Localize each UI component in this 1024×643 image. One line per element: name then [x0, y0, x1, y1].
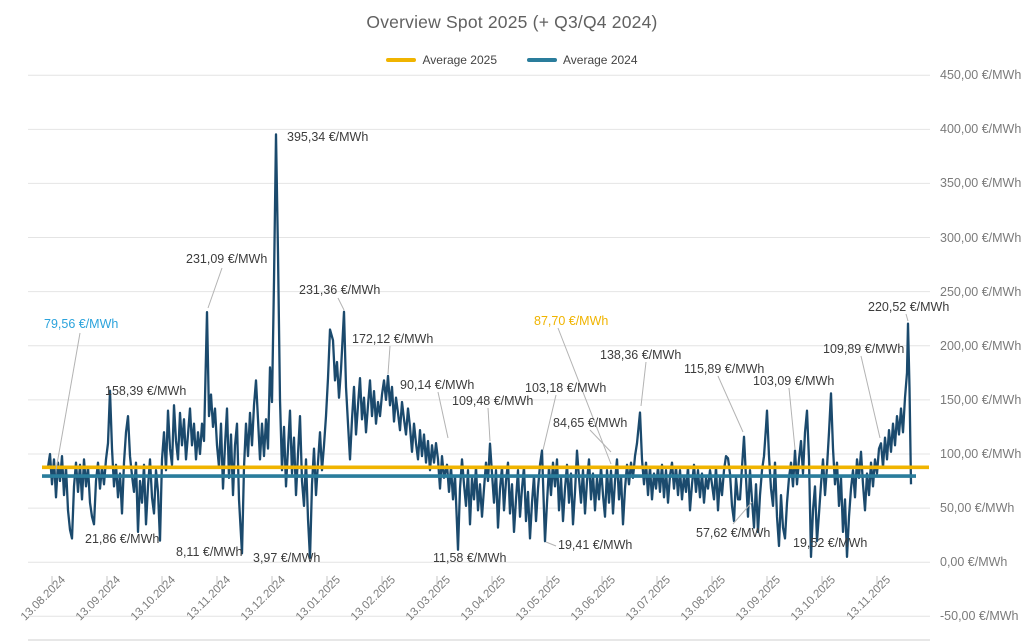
y-axis-label: 250,00 €/MWh [940, 284, 1022, 299]
annotation-leader-line [487, 407, 491, 442]
legend-label: Average 2024 [563, 53, 638, 67]
chart-title: Overview Spot 2025 (+ Q3/Q4 2024) [366, 12, 658, 32]
legend-line-swatch [386, 58, 417, 62]
annotation-leader-line [387, 345, 391, 375]
y-axis-label: 350,00 €/MWh [940, 176, 1022, 191]
y-axis-label: -50,00 €/MWh [940, 609, 1019, 624]
data-annotation: 84,65 €/MWh [553, 416, 628, 430]
data-annotation: 90,14 €/MWh [400, 378, 475, 392]
annotation-leader-line [640, 361, 647, 407]
y-axis-label: 300,00 €/MWh [940, 230, 1022, 245]
annotation-leader-line [860, 355, 881, 439]
data-annotation: 231,09 €/MWh [186, 252, 268, 266]
data-annotation: 19,52 €/MWh [793, 536, 868, 550]
legend-item-average-2024[interactable]: Average 2024 [527, 53, 638, 67]
data-annotation: 11,58 €/MWh [433, 551, 507, 565]
annotation-leader-line [55, 332, 81, 471]
annotation-leader-line [905, 313, 909, 322]
data-annotation: 158,39 €/MWh [105, 384, 187, 398]
data-annotation: 3,97 €/MWh [253, 551, 321, 565]
y-axis-label: 100,00 €/MWh [940, 447, 1022, 461]
y-axis-label: 50,00 €/MWh [940, 501, 1015, 516]
y-axis-label: 150,00 €/MWh [940, 392, 1022, 407]
data-annotation: 231,36 €/MWh [299, 283, 381, 297]
annotation-leader-line [589, 429, 612, 453]
legend-line-swatch [527, 58, 557, 62]
annotation-leader-line [337, 297, 345, 311]
y-axis-label: 400,00 €/MWh [940, 122, 1022, 137]
data-annotation: 109,89 €/MWh [823, 342, 905, 356]
data-annotation: 103,09 €/MWh [753, 374, 835, 388]
data-annotation: 115,89 €/MWh [684, 362, 765, 376]
annotation-leader-line [788, 387, 796, 450]
annotation-leader-line [207, 267, 223, 309]
data-annotation: 19,41 €/MWh [558, 538, 633, 552]
data-annotation: 21,86 €/MWh [85, 532, 160, 546]
chart-legend: Average 2025 Average 2024 [0, 53, 1024, 67]
data-annotation: 8,11 €/MWh [176, 545, 243, 559]
annotation-leader-line [717, 375, 744, 433]
annotation-leader-line [557, 327, 612, 465]
data-annotation: 87,70 €/MWh [534, 314, 609, 328]
data-annotation: 103,18 €/MWh [525, 381, 607, 395]
data-annotation: 79,56 €/MWh [44, 317, 119, 331]
data-annotation: 172,12 €/MWh [352, 332, 434, 346]
data-annotation: 395,34 €/MWh [287, 130, 369, 144]
annotation-leader-line [437, 391, 449, 439]
data-annotation: 109,48 €/MWh [452, 394, 534, 408]
data-annotation: 138,36 €/MWh [600, 348, 682, 362]
data-annotation: 57,62 €/MWh [696, 526, 771, 540]
annotation-leader-line [542, 394, 557, 451]
y-axis-label: 0,00 €/MWh [940, 555, 1008, 570]
data-annotation: 220,52 €/MWh [868, 300, 950, 314]
y-axis-label: 450,00 €/MWh [940, 68, 1022, 83]
legend-item-average-2025[interactable]: Average 2025 [386, 53, 497, 67]
annotation-leader-line [732, 501, 753, 525]
legend-label: Average 2025 [422, 53, 497, 67]
annotation-leader-line [545, 541, 557, 547]
y-axis-label: 200,00 €/MWh [940, 338, 1022, 353]
